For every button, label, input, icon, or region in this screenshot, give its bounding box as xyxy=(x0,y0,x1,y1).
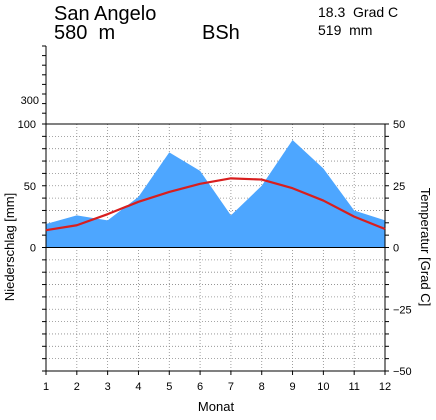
y2-axis-label: Temperatur [Grad C] xyxy=(418,188,433,307)
x-tick-label: 5 xyxy=(166,381,172,393)
y-axis-label: Niederschlag [mm] xyxy=(2,193,17,301)
precipitation-area xyxy=(46,140,385,247)
y-tick-label: 50 xyxy=(24,181,36,193)
x-tick-label: 3 xyxy=(105,381,111,393)
x-tick-label: 2 xyxy=(74,381,80,393)
y2-tick-label: 50 xyxy=(393,119,405,131)
upper-precip-scale: 300 xyxy=(21,46,46,124)
x-tick-label: 10 xyxy=(317,381,329,393)
y-tick-label: 100 xyxy=(18,119,36,131)
upper-scale-label: 300 xyxy=(21,95,39,107)
elevation: 580 m xyxy=(54,22,115,44)
x-tick-label: 9 xyxy=(289,381,295,393)
climate-class: BSh xyxy=(202,22,240,44)
precipitation-series xyxy=(46,140,385,248)
x-axis-label: Monat xyxy=(198,399,235,414)
y2-tick-label: −50 xyxy=(393,366,412,378)
y2-tick-label: 25 xyxy=(393,181,405,193)
mean-temperature: 18.3 Grad C xyxy=(318,4,398,20)
x-tick-label: 7 xyxy=(228,381,234,393)
y2-tick-label: 0 xyxy=(393,243,399,255)
x-tick-label: 12 xyxy=(379,381,391,393)
x-tick-label: 1 xyxy=(43,381,49,393)
y-tick-label: 0 xyxy=(30,243,36,255)
annual-precipitation: 519 mm xyxy=(318,22,372,38)
x-tick-label: 11 xyxy=(348,381,359,393)
x-tick-label: 6 xyxy=(197,381,203,393)
x-tick-label: 4 xyxy=(135,381,141,393)
y2-tick-label: −25 xyxy=(393,304,412,316)
x-tick-label: 8 xyxy=(259,381,265,393)
